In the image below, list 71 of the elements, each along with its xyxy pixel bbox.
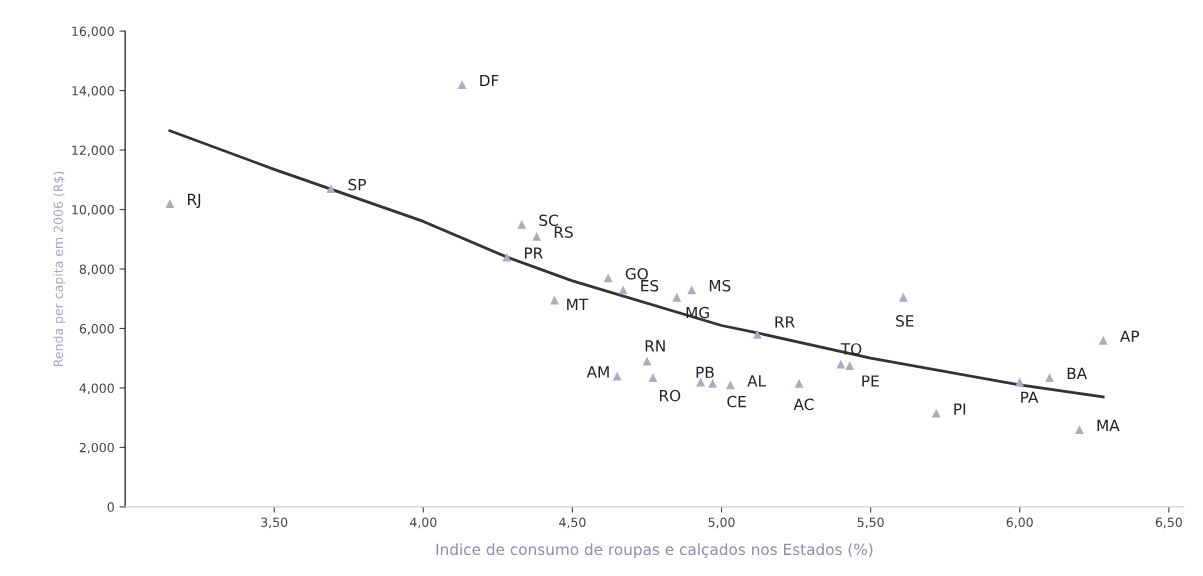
y-tick-label: 0 [107,502,114,512]
annotation: TO [840,343,862,355]
y-tick-label: 2,000 [79,442,114,454]
point [696,377,706,387]
annotation: SP [348,178,366,191]
annotation: MA [1097,419,1120,431]
point [502,252,512,262]
point [1015,377,1025,387]
y-tick-label: 14,000 [72,86,114,97]
annotation: BA [1067,367,1088,379]
point [1074,425,1084,434]
point [618,285,628,295]
point [326,184,336,194]
annotation: CE [727,395,746,408]
annotation: RS [554,226,573,238]
y-tick-label: 16,000 [72,26,114,38]
y-tick-label: 6,000 [79,323,114,335]
point [836,359,846,369]
annotation: PE [862,375,879,387]
point [672,292,682,302]
annotation: AP [1120,330,1140,342]
y-tick-label: 10,000 [72,204,114,216]
annotation: MT [567,298,589,310]
y-axis-title: Renda per capita em 2006 (R$) [53,171,66,367]
point [899,292,908,302]
point [648,373,658,382]
point [687,285,697,295]
annotation: RO [660,389,681,402]
point [457,80,467,90]
point [603,273,613,283]
annotation: RJ [188,193,201,209]
point [532,231,542,241]
annotation: PB [696,366,714,378]
y-tick-label: 8,000 [79,264,114,276]
annotation: PR [524,247,543,259]
point [642,356,652,366]
annotation: AL [747,375,767,387]
annotation: MG [686,306,709,319]
x-tick-label: 4,50 [559,517,586,529]
point [550,295,559,305]
x-tick-label: 6,50 [1155,517,1182,529]
annotation: SC [539,214,558,227]
annotation: DF [480,74,499,87]
point [845,361,855,371]
annotation: AM [586,366,609,378]
y-tick-label: 4,000 [79,383,114,395]
annotation: SE [896,315,914,327]
annotation: AC [793,398,814,411]
annotation: RR [775,316,795,328]
x-tick-label: 3,50 [261,517,288,529]
point [708,379,717,388]
point [1045,373,1054,382]
annotation: RN [645,340,665,352]
x-axis-title: Indice de consumo de roupas e calçados nos Estados (%) [436,543,873,559]
annotation: GO [625,268,648,280]
annotation: PI [954,403,966,415]
x-tick-label: 6,00 [1006,517,1033,529]
point [517,220,527,229]
annotation: MS [709,279,731,292]
annotation: ES [641,279,659,292]
x-tick-label: 4,00 [410,517,437,529]
x-tick-label: 5,00 [708,517,735,529]
point [794,379,804,388]
point [752,330,762,339]
point [931,408,941,418]
annotation: PA [1021,391,1039,403]
y-tick-label: 12,000 [72,145,114,157]
x-tick-label: 5,50 [857,517,884,529]
point [1098,335,1108,345]
point [612,371,622,381]
point [165,199,175,208]
